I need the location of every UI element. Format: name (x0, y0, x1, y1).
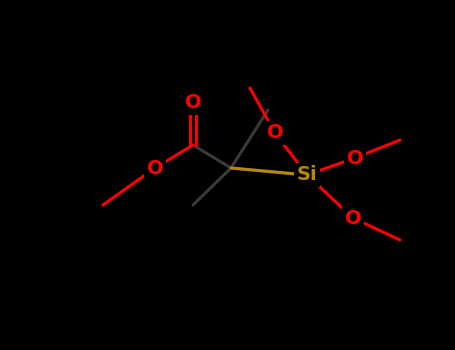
Text: Si: Si (297, 166, 317, 184)
Text: O: O (147, 159, 163, 177)
Text: O: O (267, 124, 283, 142)
Text: O: O (185, 93, 201, 112)
Text: O: O (345, 209, 361, 228)
Text: O: O (347, 148, 363, 168)
